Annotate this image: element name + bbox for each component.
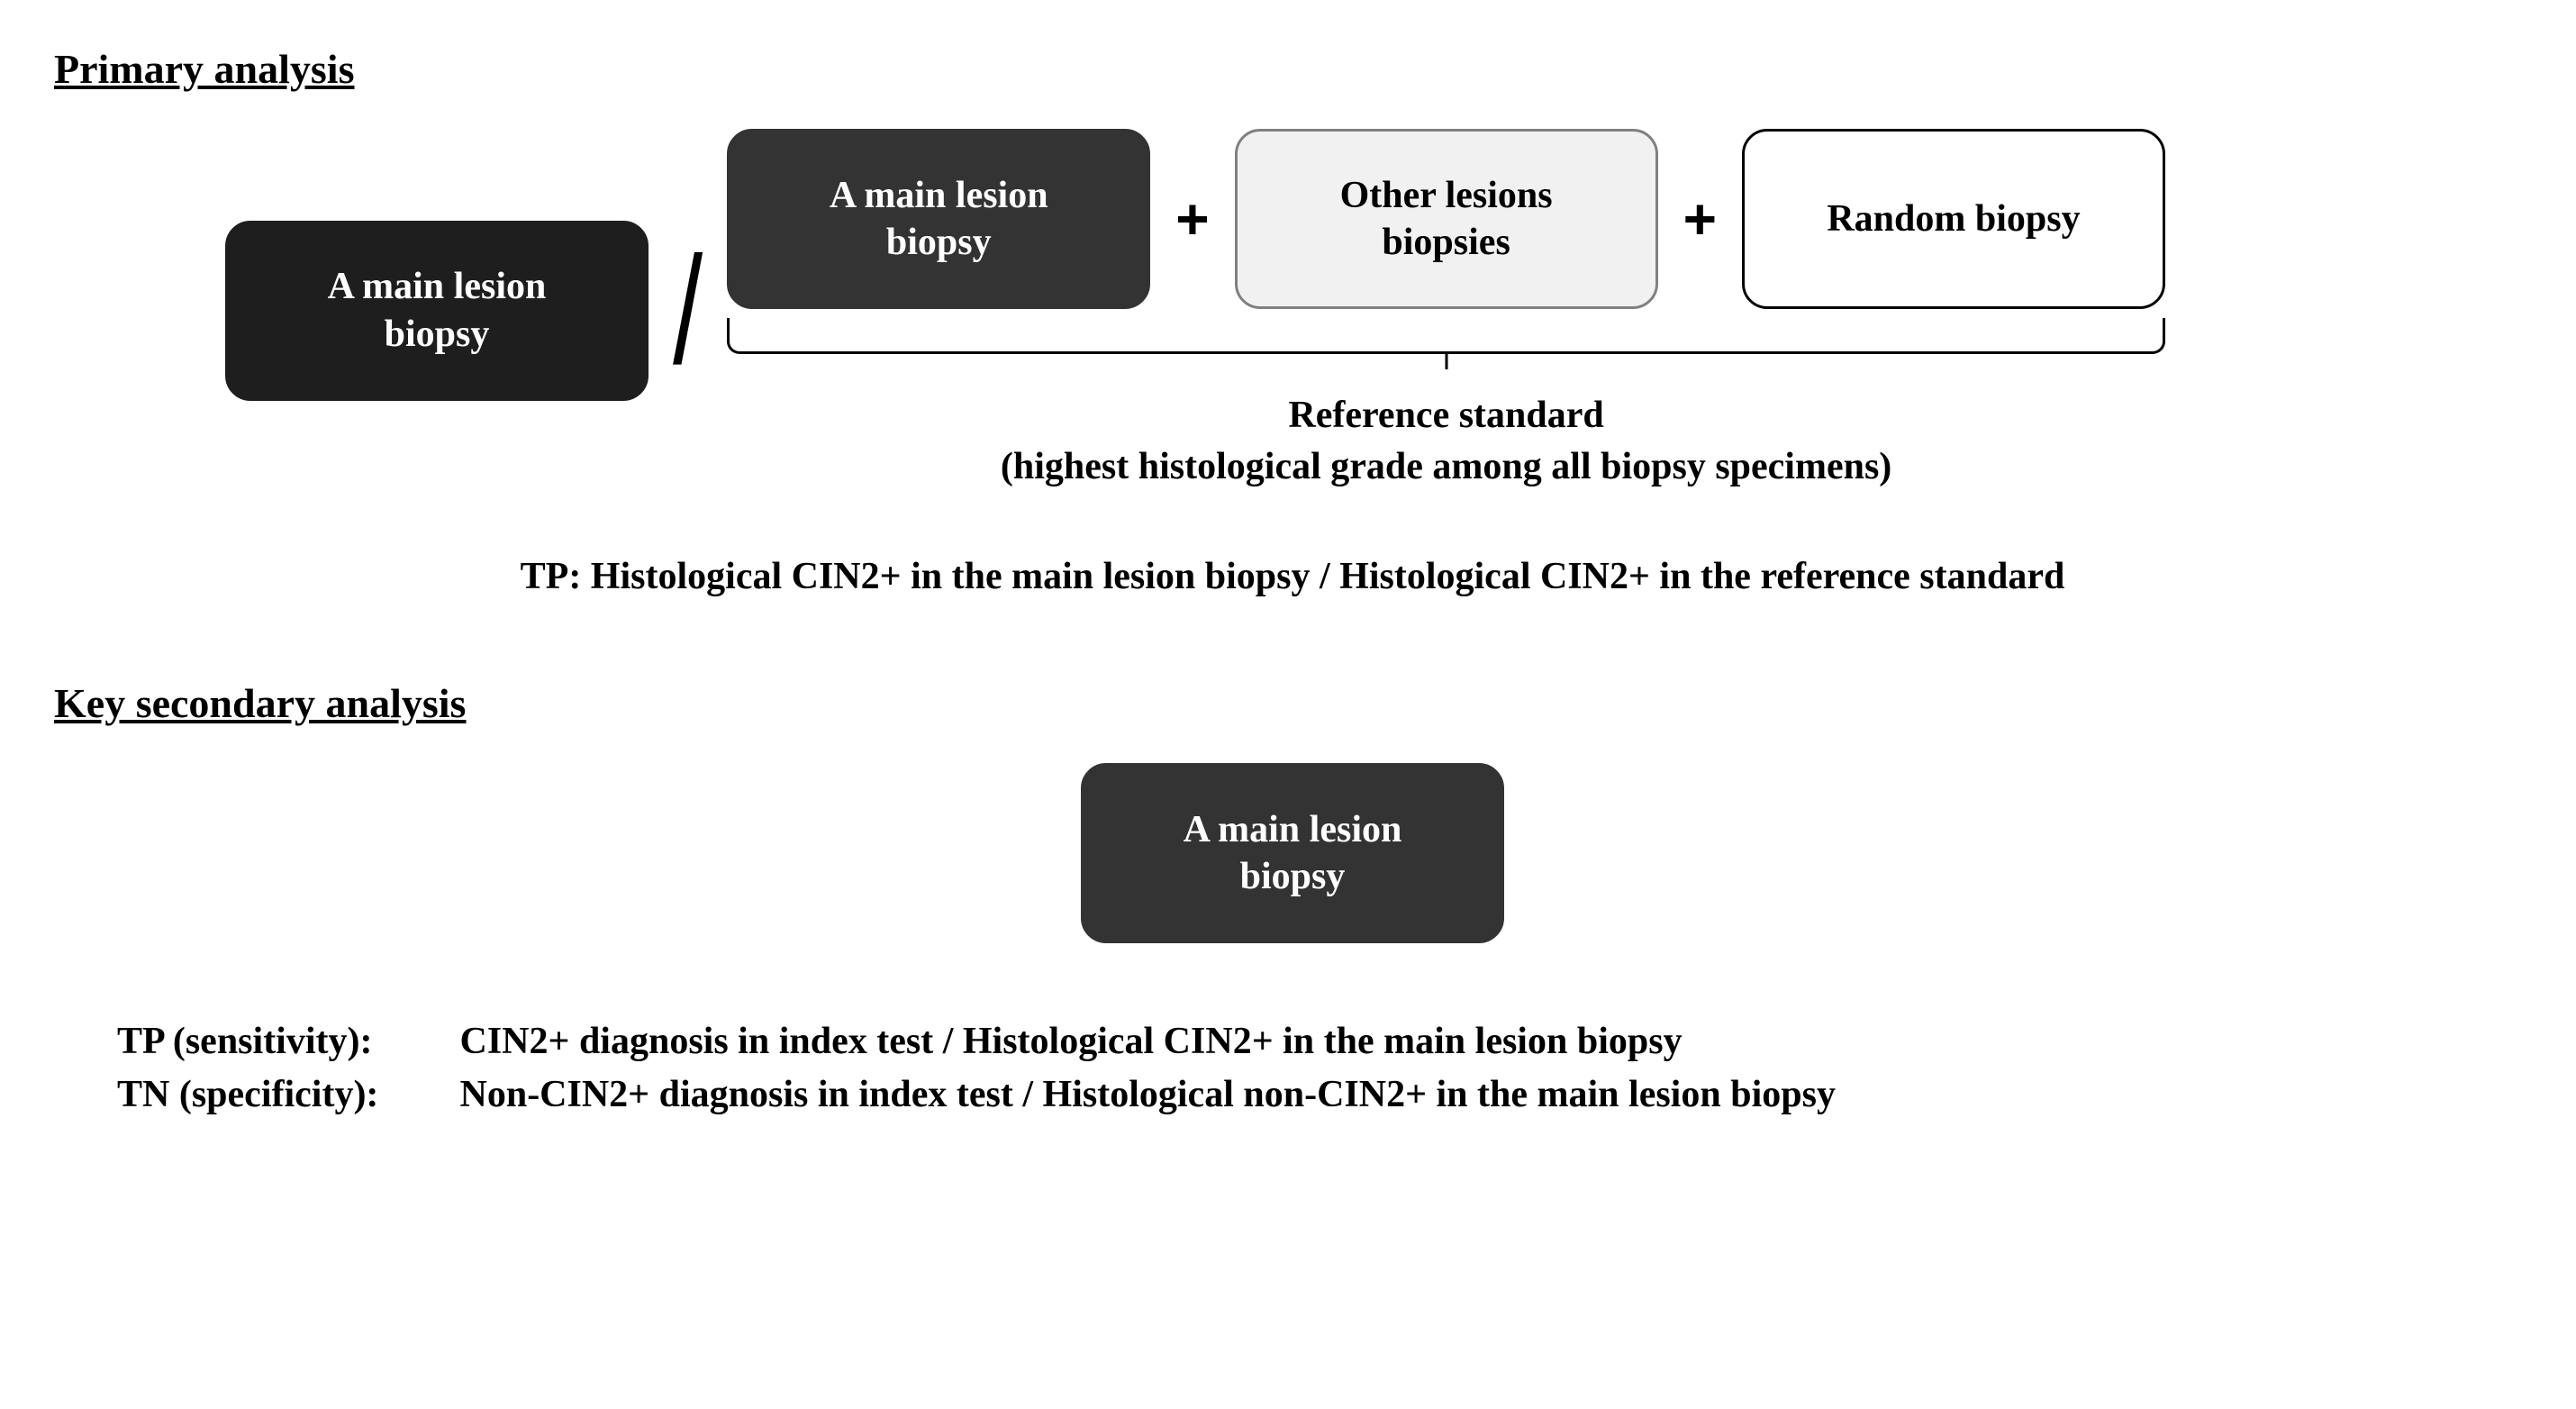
slash-icon: / — [673, 234, 703, 387]
box-main-lesion-left: A main lesionbiopsy — [225, 221, 649, 401]
secondary-tp-line: TP (sensitivity): CIN2+ diagnosis in ind… — [117, 1015, 2531, 1068]
reference-caption-line2: (highest histological grade among all bi… — [727, 441, 2165, 493]
box-main-lesion-secondary: A main lesionbiopsy — [1081, 763, 1504, 943]
plus-icon-2: + — [1683, 186, 1717, 252]
secondary-definitions: TP (sensitivity): CIN2+ diagnosis in ind… — [117, 1015, 2531, 1122]
primary-row: A main lesionbiopsy / A main lesionbiops… — [225, 129, 2531, 492]
plus-icon-1: + — [1175, 186, 1209, 252]
secondary-box-row: A main lesionbiopsy — [54, 763, 2531, 943]
tp-label: TP (sensitivity): — [117, 1015, 450, 1068]
curly-bracket-icon — [727, 318, 2165, 354]
box-random-biopsy: Random biopsy — [1742, 129, 2165, 309]
primary-tp-definition: TP: Histological CIN2+ in the main lesio… — [54, 555, 2531, 598]
reference-caption-line1: Reference standard — [727, 390, 2165, 441]
primary-heading: Primary analysis — [54, 45, 2531, 93]
reference-caption: Reference standard (highest histological… — [727, 390, 2165, 492]
tp-text: CIN2+ diagnosis in index test / Histolog… — [460, 1021, 1683, 1062]
tn-text: Non-CIN2+ diagnosis in index test / Hist… — [460, 1074, 1836, 1115]
secondary-heading: Key secondary analysis — [54, 679, 2531, 727]
bracket-wrapper — [727, 318, 2165, 354]
box-other-lesions: Other lesionsbiopsies — [1235, 129, 1658, 309]
box-main-lesion-right: A main lesionbiopsy — [727, 129, 1150, 309]
tn-label: TN (specificity): — [117, 1068, 450, 1122]
secondary-tn-line: TN (specificity): Non-CIN2+ diagnosis in… — [117, 1068, 2531, 1122]
reference-boxes-row: A main lesionbiopsy + Other lesionsbiops… — [727, 129, 2165, 309]
reference-group: A main lesionbiopsy + Other lesionsbiops… — [727, 129, 2165, 492]
